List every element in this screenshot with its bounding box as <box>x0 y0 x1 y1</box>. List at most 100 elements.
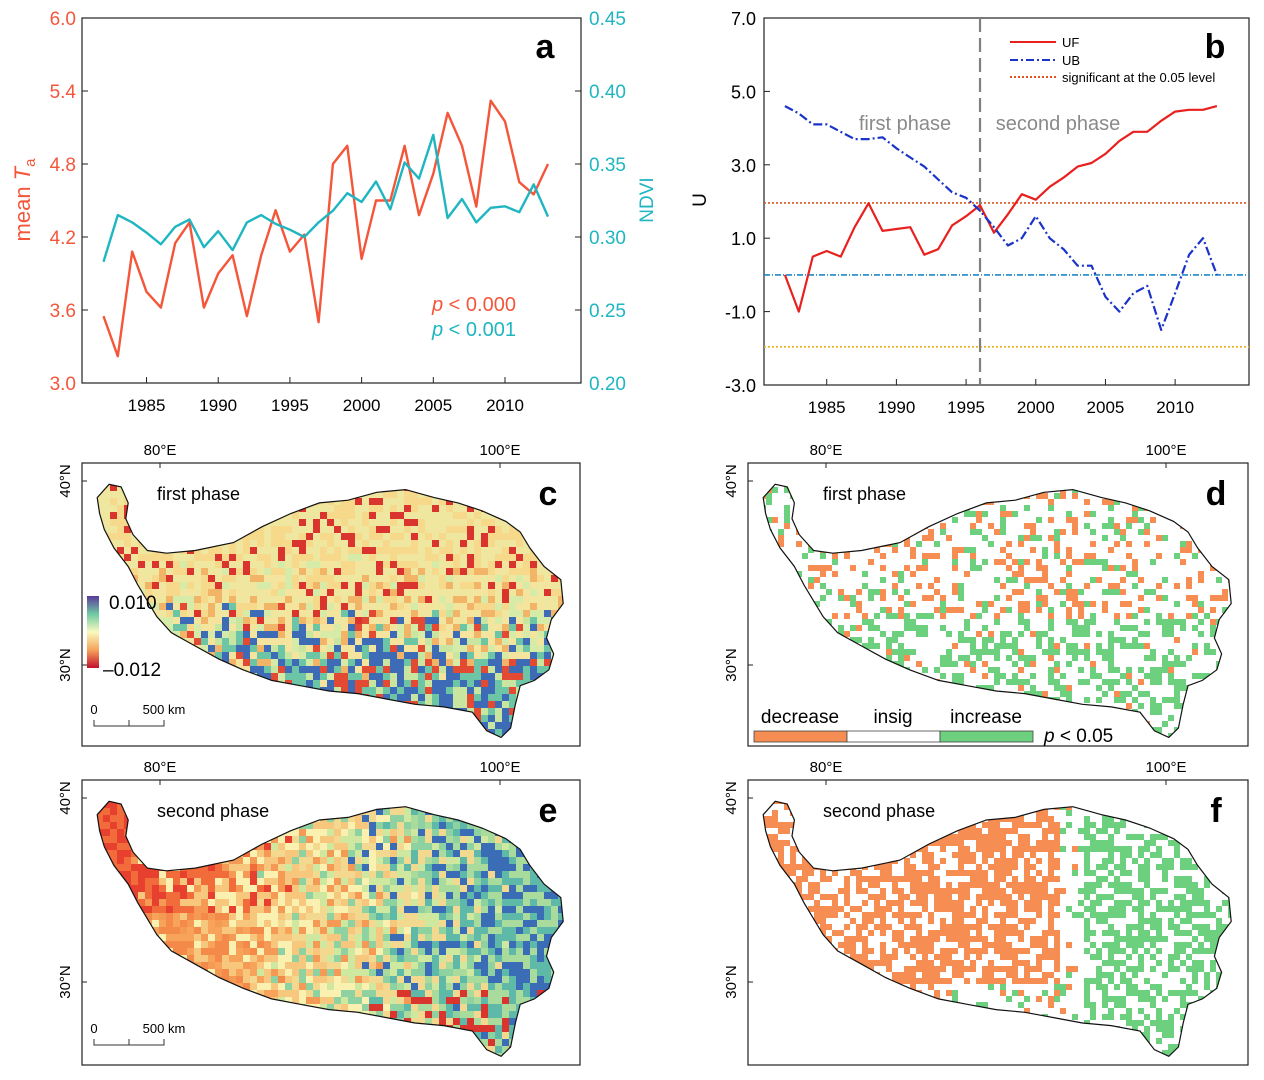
panel-a-ytick-right-label: 0.40 <box>589 82 626 103</box>
panel-e-letter: e <box>539 792 558 830</box>
panel-f-phase-label: second phase <box>823 801 935 821</box>
panel-a-xtick-label: 2010 <box>486 396 524 415</box>
panel-a-xtick-label: 2000 <box>343 396 381 415</box>
panel-e-scale-dist: 500 km <box>143 1021 186 1036</box>
panel-f: 80°E 100°E 40°N 30°N second phase f <box>723 759 1249 1066</box>
panel-a-ytick-left-label: 4.8 <box>50 155 76 176</box>
legend-label-decrease: decrease <box>761 707 839 728</box>
panel-e-lat-40: 40°N <box>57 781 74 815</box>
panel-f-letter: f <box>1210 792 1222 830</box>
panel-a-xtick-label: 1995 <box>271 396 309 415</box>
panel-e-scale-bar <box>93 1039 165 1046</box>
panel-f-outline <box>762 800 1232 1058</box>
panel-d-lat-40: 40°N <box>723 464 740 498</box>
panel-a-pvalue-temp: p < 0.000 <box>431 294 516 316</box>
legend-swatch-decrease <box>753 730 848 743</box>
panel-a-ytick-left-label: 3.0 <box>50 374 76 395</box>
panel-f-lat-40: 40°N <box>723 781 740 815</box>
panel-c-scale-bar <box>93 720 165 727</box>
legend-label-increase: increase <box>950 707 1022 728</box>
panel-b-series-uf <box>783 105 1218 313</box>
panel-a-ytick-left-label: 3.6 <box>50 301 76 322</box>
panel-b-xtick-label: 2010 <box>1156 398 1194 417</box>
panel-c-colorbar-max: 0.010 <box>109 593 157 614</box>
panel-c: 80°E 100°E 40°N 30°N first phase c 0 500 km 0.01… <box>57 442 581 747</box>
panel-b-ytick-label: -1.0 <box>725 303 756 323</box>
panel-b-ytick-label: 7.0 <box>731 9 756 29</box>
panel-b-letter: b <box>1205 28 1226 66</box>
panel-c-lon-100: 100°E <box>479 442 520 459</box>
panel-b-xtick-label: 1995 <box>947 398 985 417</box>
panel-b-frame <box>763 17 1250 386</box>
panel-a-letter: a <box>536 28 556 66</box>
panel-c-lon-80: 80°E <box>144 442 177 459</box>
panel-b: b -3.0 -1.0 1.0 3.0 5.0 7.0 1985 1990 1995 2000 2… <box>690 9 1250 417</box>
panel-a-ytick-left-label: 5.4 <box>50 82 77 103</box>
panel-c-colorbar <box>87 596 99 668</box>
legend-swatch-insig <box>846 730 941 743</box>
panel-a-series-temperature <box>102 99 550 358</box>
panel-a-ytick-right-label: 0.20 <box>589 374 626 395</box>
panel-a-ytick-left-label: 6.0 <box>50 9 76 30</box>
panel-b-xtick-label: 2000 <box>1017 398 1055 417</box>
panel-e-phase-label: second phase <box>157 801 269 821</box>
panel-a-ytick-right-label: 0.35 <box>589 155 626 176</box>
legend-sig-label: significant at the 0.05 level <box>1062 70 1215 85</box>
panel-b-ytick-label: 1.0 <box>731 229 756 249</box>
panel-f-lat-30: 30°N <box>723 965 740 999</box>
panel-a-xtick-label: 1990 <box>199 396 237 415</box>
panel-b-ylabel: U <box>690 193 711 207</box>
panel-a-ytick-right-label: 0.45 <box>589 9 626 30</box>
panel-d: 80°E 100°E 40°N 30°N first phase d decrease ins… <box>723 442 1249 747</box>
panel-a-series-ndvi <box>102 133 550 263</box>
panel-c-phase-label: first phase <box>157 484 240 504</box>
panel-b-series-ub <box>784 105 1218 331</box>
panel-b-xtick-label: 1985 <box>808 398 846 417</box>
panel-e: 80°E 100°E 40°N 30°N second phase e 0 500 km <box>57 759 581 1066</box>
panel-e-lat-30: 30°N <box>57 965 74 999</box>
panel-d-phase-label: first phase <box>823 484 906 504</box>
legend-uf-label: UF <box>1062 35 1079 50</box>
panel-d-lon-80: 80°E <box>810 442 843 459</box>
panel-c-letter: c <box>539 475 558 513</box>
panel-d-outline <box>762 483 1232 739</box>
panel-a-xtick-label: 2005 <box>414 396 452 415</box>
panel-f-lon-80: 80°E <box>810 759 843 776</box>
panel-a-xtick-label: 1985 <box>128 396 166 415</box>
panel-c-scale-zero: 0 <box>90 702 97 717</box>
panel-b-ytick-label: -3.0 <box>725 376 756 396</box>
legend-swatch-increase <box>939 730 1034 743</box>
panel-c-outline <box>96 483 564 739</box>
panel-d-lat-30: 30°N <box>723 648 740 682</box>
panel-e-lon-100: 100°E <box>479 759 520 776</box>
panel-b-xtick-label: 1990 <box>877 398 915 417</box>
panel-a-ytick-right-label: 0.25 <box>589 301 626 322</box>
legend-label-insig: insig <box>873 707 912 728</box>
panel-b-first-phase: first phase <box>859 113 951 135</box>
panel-a: a 3.0 3.6 4.2 4.8 5.4 6.0 0.20 0.25 0.30 0.35 0.4… <box>10 9 658 415</box>
panel-b-second-phase: second phase <box>996 113 1121 135</box>
panel-f-lon-100: 100°E <box>1145 759 1186 776</box>
panel-b-ytick-label: 3.0 <box>731 156 756 176</box>
panel-c-scale-dist: 500 km <box>143 702 186 717</box>
panel-c-colorbar-min: –0.012 <box>103 660 161 681</box>
panel-a-pvalue-ndvi: p < 0.001 <box>431 319 516 341</box>
panel-a-ytick-right-label: 0.30 <box>589 228 626 249</box>
panel-a-ylabel-left: mean Ta <box>10 158 39 242</box>
panel-d-lon-100: 100°E <box>1145 442 1186 459</box>
legend-pvalue-note: p < 0.05 <box>1043 726 1113 747</box>
panel-e-outline <box>96 800 564 1058</box>
panel-e-lon-80: 80°E <box>144 759 177 776</box>
panel-a-frame <box>81 17 582 384</box>
panel-b-legend: UF UB significant at the 0.05 level <box>1010 35 1215 85</box>
panel-c-lat-30: 30°N <box>57 648 74 682</box>
panel-d-letter: d <box>1206 475 1227 513</box>
panel-b-xtick-label: 2005 <box>1087 398 1125 417</box>
legend-ub-label: UB <box>1062 53 1080 68</box>
panel-e-scale-zero: 0 <box>90 1021 97 1036</box>
panel-c-lat-40: 40°N <box>57 464 74 498</box>
panel-b-ytick-label: 5.0 <box>731 82 756 102</box>
panel-a-ytick-left-label: 4.2 <box>50 228 76 249</box>
panel-a-ylabel-right: NDVI <box>637 177 658 222</box>
